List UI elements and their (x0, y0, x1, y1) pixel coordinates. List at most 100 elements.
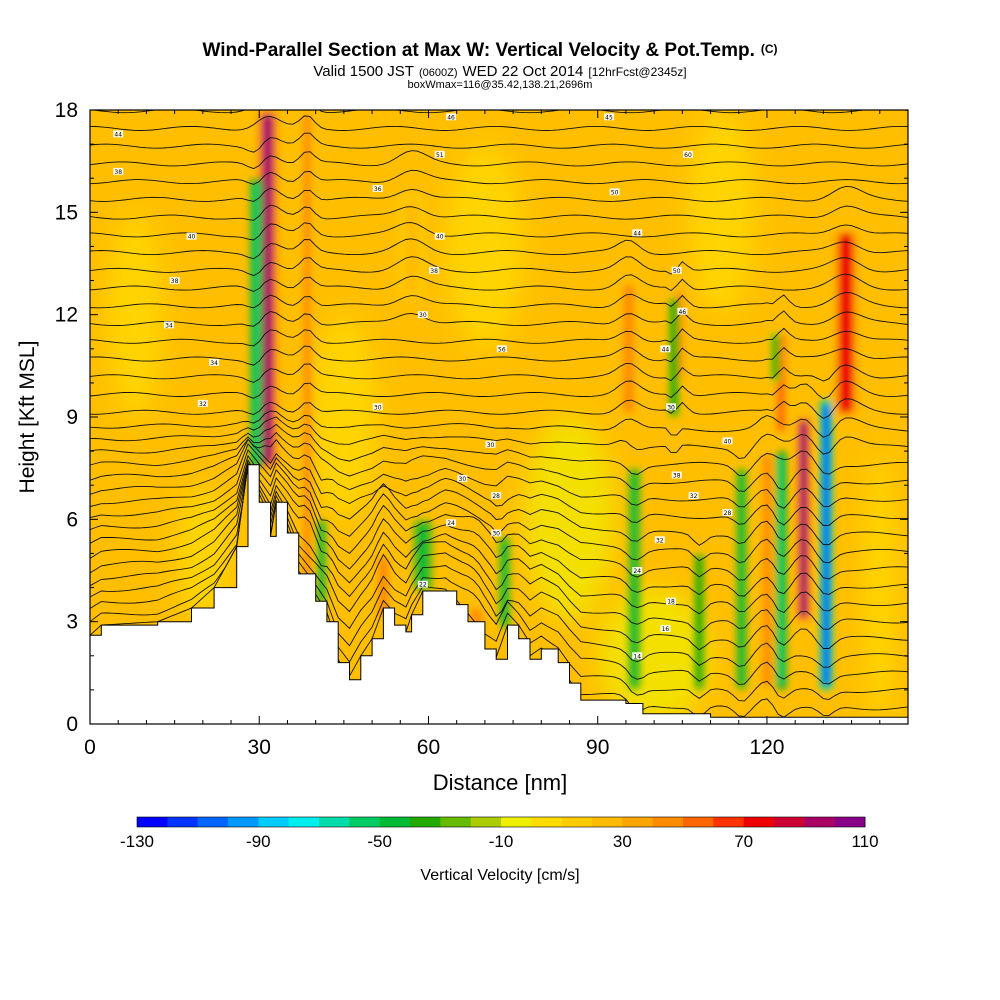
contour-label-box (446, 113, 457, 121)
subtitle-valid: Valid 1500 JST (313, 63, 414, 80)
contour-label: 30 (667, 404, 675, 411)
theta-contour-line (90, 398, 908, 419)
contour-label: 45 (605, 114, 613, 121)
colorbar-swatch (531, 817, 563, 827)
y-tick-label: 3 (66, 611, 78, 634)
contour-label-box (457, 474, 468, 482)
contour-label: 36 (374, 186, 382, 193)
contour-label-box (434, 150, 445, 158)
contour-label: 28 (492, 493, 500, 500)
contour-label-box (434, 232, 445, 240)
contour-label: 30 (419, 312, 427, 319)
chart-title: Wind-Parallel Section at Max W: Vertical… (202, 40, 754, 61)
y-tick-label: 6 (66, 508, 78, 531)
contour-label: 30 (459, 476, 467, 483)
theta-contour-line (90, 454, 908, 581)
theta-contour-line (90, 443, 908, 546)
theta-contour-line (90, 459, 908, 597)
svg-text:Wind-Parallel Section at Max W: Wind-Parallel Section at Max W: Vertical… (202, 40, 777, 61)
contour-label: 40 (436, 234, 444, 241)
theta-contour-line (90, 464, 908, 702)
colorbar-frame (136, 816, 866, 828)
contour-label-box (372, 184, 383, 192)
contour-label: 38 (673, 472, 681, 479)
contour-label: 18 (667, 599, 675, 606)
theta-contour-line (90, 327, 908, 347)
theta-contour-line (90, 380, 908, 400)
colorbar-swatch (319, 817, 350, 827)
contour-label-box (197, 399, 208, 407)
contour-label-box (496, 345, 507, 353)
colorbar-swatch (410, 817, 441, 827)
contour-label-box (491, 529, 502, 537)
theta-contour-line (90, 238, 908, 260)
theta-contour-line (90, 204, 908, 221)
updraft-band (838, 233, 853, 413)
downdraft-band (630, 472, 639, 686)
velocity-shading (249, 110, 859, 690)
contour-label: 56 (498, 346, 506, 353)
updraft-band (262, 114, 274, 465)
contour-label: 38 (430, 268, 438, 275)
theta-contour-line (90, 438, 908, 526)
contour-label-box (671, 471, 682, 479)
colorbar-swatch (288, 817, 320, 827)
contour-label-box (609, 188, 620, 196)
y-axis-label: Height [Kft MSL] (16, 341, 39, 494)
background-patch (687, 110, 756, 315)
contour-label-box (604, 113, 615, 121)
background-patch (524, 416, 615, 622)
contour-label-box (372, 403, 383, 411)
theta-contour-line (90, 310, 908, 327)
x-tick-label: 30 (248, 736, 271, 759)
contour-label-box (654, 536, 665, 544)
colorbar-swatch (501, 817, 532, 827)
contour-label-box (169, 277, 180, 285)
contour-label-box (186, 232, 197, 240)
updraft-band (799, 421, 808, 618)
colorbar-swatch (561, 817, 593, 827)
contour-label: 32 (690, 493, 698, 500)
theta-contour-line (90, 345, 908, 366)
contour-label: 51 (436, 152, 444, 159)
downdraft-band (738, 472, 745, 686)
contour-label-box (660, 624, 671, 632)
colorbar-swatch (652, 817, 684, 827)
contour-label-box (429, 266, 440, 274)
contour-label-box (417, 580, 428, 588)
colorbar-swatch (167, 817, 199, 827)
contour-label: 50 (611, 189, 619, 196)
theta-contour-line (90, 115, 908, 131)
background-patch (445, 144, 525, 349)
x-tick-label: 0 (84, 736, 96, 759)
contour-label: 32 (199, 401, 207, 408)
updraft-band (404, 199, 419, 294)
downdraft-band (777, 455, 785, 686)
colorbar-tick-label: -90 (246, 832, 271, 851)
updraft-band (303, 114, 311, 584)
colorbar-swatch (774, 817, 805, 827)
theta-contour-line (90, 464, 908, 685)
y-tick-label: 12 (55, 304, 78, 327)
theta-contours (90, 110, 908, 718)
colorbar-swatch (440, 817, 472, 827)
colorbar-tick-label: 30 (613, 832, 632, 851)
theta-contour-line (90, 291, 908, 309)
colorbar-swatch (713, 817, 745, 827)
contour-label: 44 (633, 230, 641, 237)
colorbar-tick-label: 70 (734, 832, 753, 851)
contour-label-box (163, 321, 174, 329)
colorbar-swatch (622, 817, 654, 827)
colorbar-swatch (834, 817, 866, 827)
colorbar-swatch (743, 817, 775, 827)
contour-label: 24 (447, 520, 455, 527)
contour-label-box (722, 509, 733, 517)
theta-contour-line (90, 423, 908, 476)
contour-label: 44 (662, 346, 670, 353)
contour-label: 34 (210, 360, 218, 367)
theta-contour-line (90, 464, 908, 651)
theta-contour-line (90, 461, 908, 615)
colorbar-tick-label: 110 (851, 832, 878, 851)
colorbar-swatch (592, 817, 623, 827)
